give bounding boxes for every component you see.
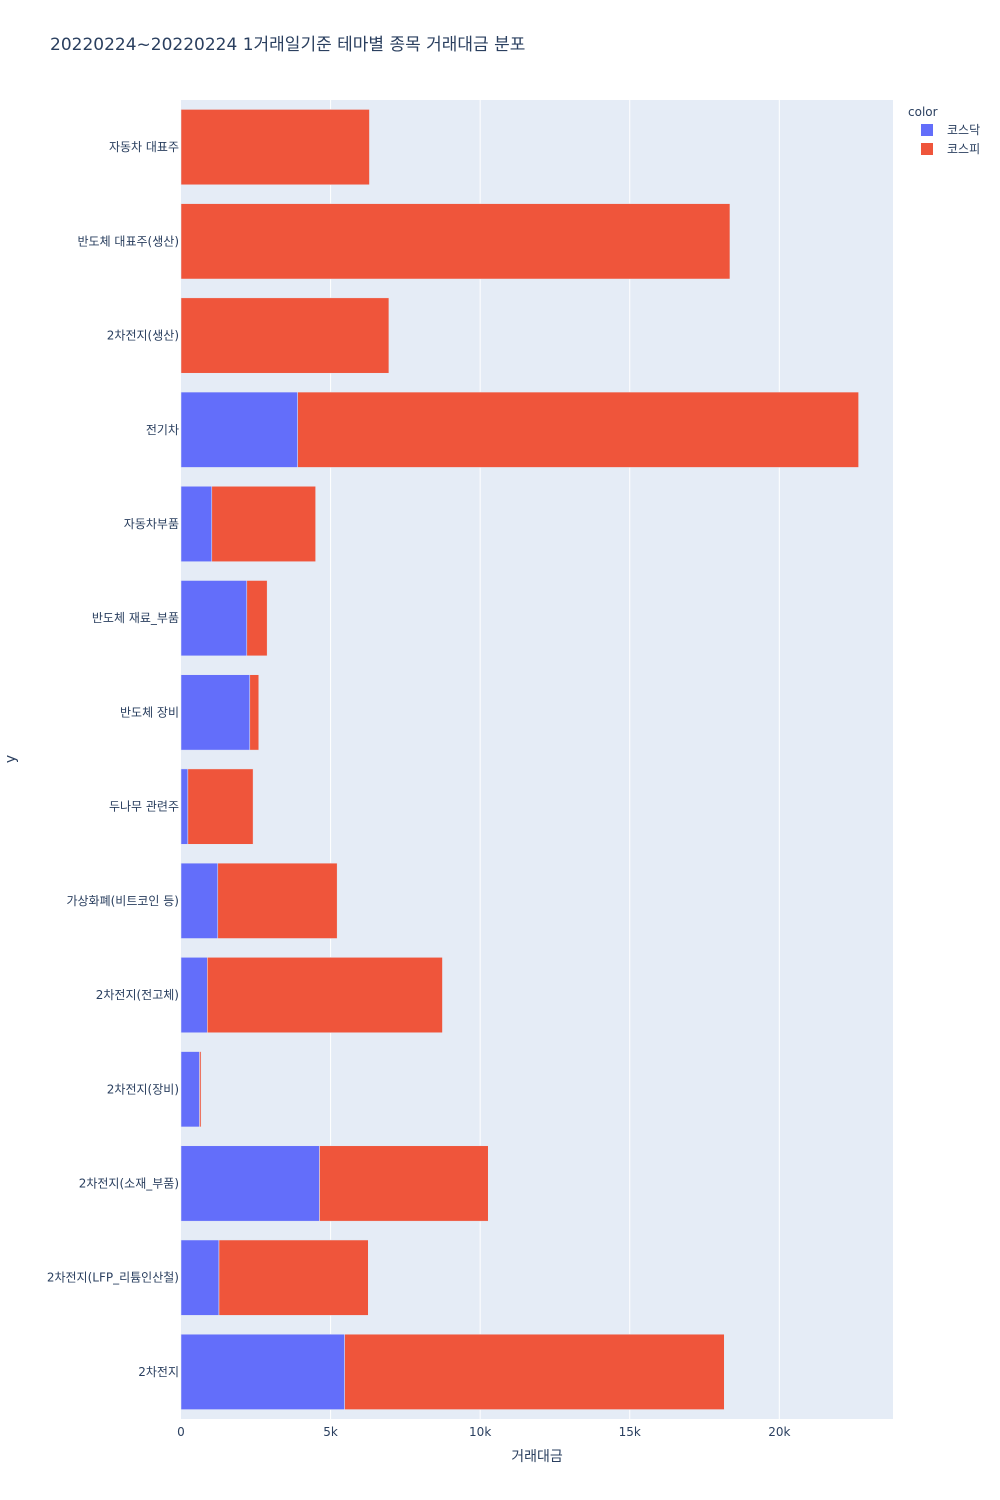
legend-label[interactable]: 코스닥 [947,123,980,137]
y-tick-label: 2차전지(전고체) [96,988,179,1002]
bar-kosdaq[interactable] [180,391,298,468]
x-axis-ticks: 0 5k 10k 15k 20k [177,1425,790,1439]
bar-kospi[interactable] [249,674,260,751]
chart-title: 20220224~20220224 1거래일기준 테마별 종목 거래대금 분포 [50,35,525,55]
y-tick-label: 자동차부품 [124,517,179,531]
bar-kosdaq[interactable] [180,674,251,751]
y-axis-title: y [3,755,19,763]
x-tick-label: 15k [619,1425,641,1439]
x-tick-label: 20k [768,1425,790,1439]
x-tick-label: 5k [323,1425,338,1439]
legend-swatch [921,124,933,136]
bar-kospi[interactable] [180,297,390,374]
x-tick-label: 10k [469,1425,491,1439]
bar-kospi[interactable] [187,768,254,845]
bar-kosdaq[interactable] [180,1333,345,1410]
bar-kospi[interactable] [180,109,370,186]
y-tick-label: 2차전지(LFP_리튬인산철) [47,1271,179,1285]
y-tick-label: 자동차 대표주 [109,140,179,154]
bar-kosdaq[interactable] [180,768,189,845]
bar-kospi[interactable] [344,1333,725,1410]
bar-kospi[interactable] [218,1239,369,1316]
y-tick-label: 2차전지(생산) [107,329,179,343]
bar-kospi[interactable] [211,486,316,562]
bar-kospi[interactable] [217,862,338,939]
y-tick-label: 가상화폐(비트코인 등) [66,894,179,908]
bars [180,109,859,1410]
bar-kosdaq[interactable] [180,862,219,939]
legend-label[interactable]: 코스피 [947,142,980,156]
bar-kospi[interactable] [207,957,443,1033]
bar-kospi[interactable] [180,203,731,280]
bar-kospi[interactable] [319,1145,489,1222]
bar-kosdaq[interactable] [180,1051,200,1128]
bar-kosdaq[interactable] [180,1145,320,1222]
x-tick-label: 0 [177,1425,185,1439]
y-tick-label: 반도체 재료_부품 [92,611,179,625]
y-tick-label: 2차전지(장비) [107,1082,179,1096]
legend-swatch [921,143,933,155]
y-tick-label: 두나무 관련주 [109,800,179,814]
y-tick-label: 전기차 [146,423,179,437]
y-tick-label: 반도체 대표주(생산) [78,234,180,248]
bar-kosdaq[interactable] [180,957,208,1033]
legend-title: color [908,105,938,119]
y-tick-label: 반도체 장비 [120,705,179,719]
y-tick-label: 2차전지(소재_부품) [79,1176,179,1190]
y-tick-label: 2차전지 [138,1365,179,1379]
bar-kospi[interactable] [297,391,859,468]
bar-kospi[interactable] [199,1051,202,1128]
x-axis-title: 거래대금 [511,1449,563,1465]
bar-kosdaq[interactable] [180,580,248,657]
bar-kosdaq[interactable] [180,1239,220,1316]
bar-kospi[interactable] [246,580,268,657]
bar-kosdaq[interactable] [180,486,213,562]
